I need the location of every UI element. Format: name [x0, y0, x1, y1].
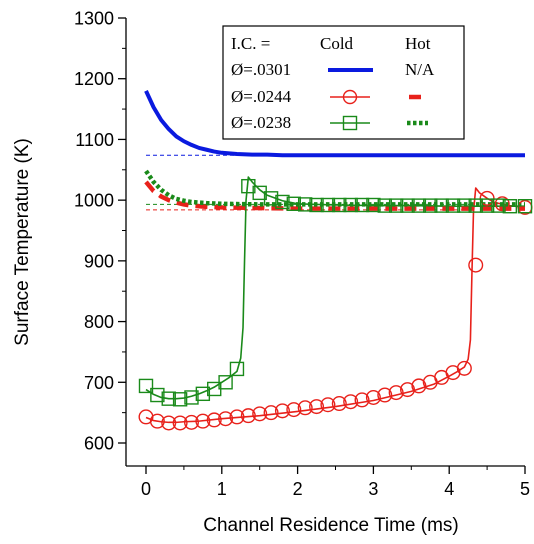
data-point-circle	[161, 415, 177, 431]
legend-header-cold: Cold	[320, 34, 354, 53]
data-point-square	[423, 198, 438, 213]
legend-swatch-0244-cold-marker	[342, 89, 358, 105]
legend-header-ic: I.C. =	[231, 34, 270, 53]
data-point-square	[263, 191, 279, 206]
series-line-3	[145, 176, 525, 400]
y-tick-label: 700	[84, 373, 114, 393]
data-point-circle	[331, 396, 347, 412]
data-point-circle	[320, 397, 336, 413]
data-point-square	[366, 197, 381, 213]
x-axis-title: Channel Residence Time (ms)	[203, 515, 459, 536]
legend: I.C. = Cold Hot Ø=.0301 N/A Ø=.0244 Ø=.0…	[222, 25, 465, 140]
data-point-circle	[309, 399, 325, 415]
data-point-square	[468, 198, 483, 213]
data-point-square	[411, 198, 427, 213]
y-tick-label: 1000	[74, 191, 114, 211]
data-point-circle	[274, 403, 290, 419]
data-point-circle	[377, 387, 393, 403]
data-point-circle	[172, 415, 188, 431]
data-point-square	[343, 197, 358, 213]
data-point-square	[517, 199, 533, 214]
x-tick-label: 2	[293, 479, 303, 499]
data-point-square	[354, 197, 370, 213]
legend-header-hot: Hot	[405, 34, 431, 53]
data-point-square	[309, 197, 324, 213]
ticks: 600 700 800 900 1000 1100 1200 1300 0 1 2 3 4 5	[74, 9, 530, 500]
data-point-square	[297, 197, 313, 212]
data-point-square	[275, 194, 290, 210]
data-point-circle	[263, 405, 279, 421]
data-point-circle	[229, 409, 245, 425]
data-point-square	[377, 198, 392, 213]
data-point-circle	[365, 389, 381, 405]
series-lines	[144, 90, 526, 424]
y-tick-label: 800	[84, 312, 114, 332]
data-point-circle	[149, 413, 165, 429]
data-point-square	[445, 198, 461, 213]
x-tick-label: 5	[520, 479, 530, 499]
data-point-circle	[400, 382, 416, 398]
data-point-circle	[286, 402, 302, 418]
data-point-square	[195, 386, 211, 402]
data-point-square	[138, 378, 154, 394]
data-point-square	[400, 198, 415, 213]
legend-hot-na: N/A	[405, 60, 435, 79]
data-point-circle	[218, 411, 234, 427]
series-markers	[138, 178, 533, 431]
series-line-1	[145, 187, 526, 424]
data-point-circle	[388, 385, 404, 401]
x-tick-label: 1	[217, 479, 227, 499]
data-point-circle	[468, 257, 484, 273]
data-point-circle	[195, 413, 211, 429]
data-point-square	[388, 198, 404, 213]
data-point-square	[457, 198, 472, 213]
data-point-circle	[240, 408, 256, 424]
x-tick-label: 4	[444, 479, 454, 499]
data-point-circle	[297, 400, 313, 416]
data-point-circle	[354, 392, 370, 408]
data-point-square	[434, 198, 449, 213]
series-line-0	[144, 90, 525, 158]
data-point-circle	[252, 406, 268, 422]
data-point-square	[320, 197, 336, 213]
legend-swatch-0238-cold-marker	[342, 115, 358, 131]
data-point-circle	[411, 378, 427, 394]
y-axis-title: Surface Temperature (K)	[12, 138, 33, 346]
data-point-square	[172, 392, 188, 407]
data-point-circle	[183, 414, 199, 430]
legend-label-0238: Ø=.0238	[231, 113, 291, 132]
data-point-circle	[456, 360, 472, 376]
y-tick-label: 1200	[74, 69, 114, 89]
y-tick-label: 600	[84, 434, 114, 454]
data-point-circle	[479, 190, 495, 206]
data-point-circle	[494, 196, 510, 212]
data-point-square	[502, 199, 518, 214]
data-point-square	[150, 387, 165, 403]
data-point-square	[252, 185, 267, 201]
y-tick-label: 1300	[74, 9, 114, 29]
data-point-square	[229, 361, 245, 377]
data-point-square	[218, 375, 233, 390]
x-tick-label: 0	[141, 479, 151, 499]
data-point-square	[491, 198, 506, 213]
legend-label-0301: Ø=.0301	[231, 60, 291, 79]
x-tick-label: 3	[368, 479, 378, 499]
legend-label-0244: Ø=.0244	[231, 87, 292, 106]
data-point-square	[479, 198, 495, 213]
axes	[125, 18, 525, 467]
y-tick-label: 900	[84, 251, 114, 271]
data-point-square	[161, 391, 176, 406]
data-point-square	[286, 196, 302, 211]
data-point-circle	[206, 412, 222, 428]
data-point-circle	[343, 394, 359, 410]
y-tick-label: 1100	[75, 130, 114, 150]
data-point-square	[184, 390, 199, 405]
data-point-square	[332, 197, 347, 213]
